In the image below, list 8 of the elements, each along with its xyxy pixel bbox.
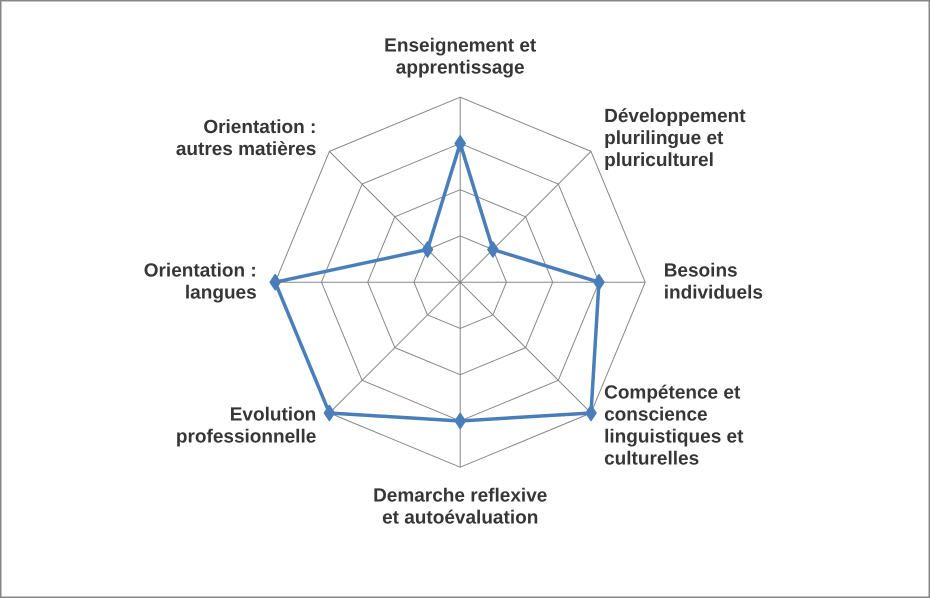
spoke-label: Enseignement et apprentissage [384, 36, 537, 79]
spoke-label: Compétence et conscience linguistiques et culturelles [604, 382, 744, 470]
spoke-label: Développement plurilingue et pluriculturel [604, 106, 746, 171]
spoke-label: Besoins individuels [664, 260, 763, 304]
spoke-label: Demarche reflexive et autoévaluation [373, 486, 548, 529]
spoke-label: Orientation : langues [144, 260, 257, 304]
spoke-label: Orientation : autres matières [176, 116, 316, 160]
spoke-label: Evolution professionnelle [176, 404, 316, 448]
